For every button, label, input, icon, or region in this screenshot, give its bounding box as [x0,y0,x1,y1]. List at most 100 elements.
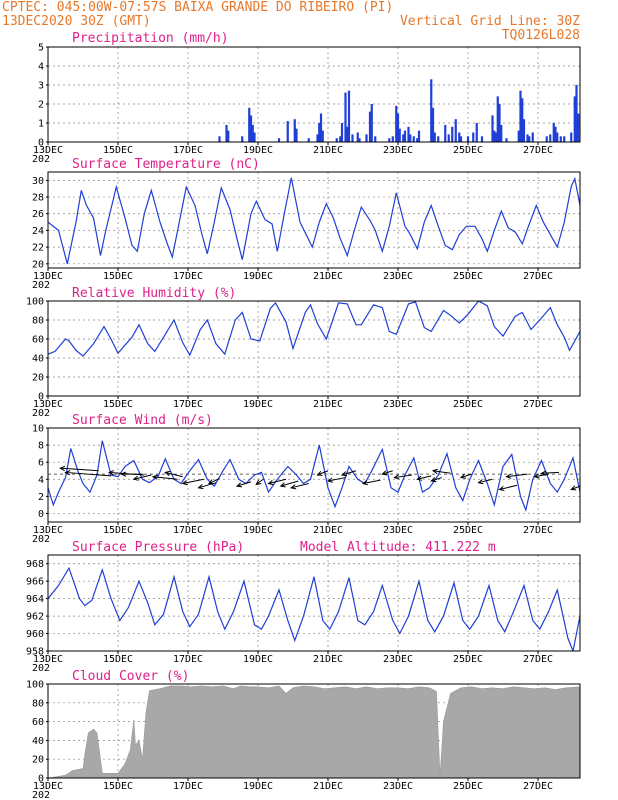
xtick-label-cloud: 17DEC [173,781,203,792]
xtick-label-rh: 25DEC [453,399,483,410]
precip-bar [559,136,562,142]
wind-arrow-shaft [432,470,451,474]
wind-arrow-head [207,479,215,485]
wind-arrow [207,477,220,485]
wind-arrow-shaft [236,481,252,487]
ytick-label-pres: 960 [26,629,44,640]
xtick-label-temp: 23DEC [383,271,413,282]
precip-bar [358,138,361,142]
precip-bar [431,107,435,142]
xtick-label-precip: 19DEC [243,145,273,156]
wind-arrow [498,484,518,492]
plot-area-pres [48,566,580,651]
wind-arrow-shaft [280,480,299,487]
ytick-label-temp: 22 [32,243,44,254]
frame-cloud [47,683,581,779]
xtick-label-precip: 17DEC [173,145,203,156]
panel-title-wind: Surface Wind (m/s) [72,413,213,428]
ytick-label-pres: 964 [26,594,44,605]
wind-arrow [64,470,112,477]
panel-title-rh: Relative Humidity (%) [72,286,236,301]
wind-arrow-head [197,484,204,490]
precip-bar [505,138,508,142]
wind-arrow-head [164,470,171,477]
panel-cloud: 0 20 40 60 80 100 13DEC 15DEC 17DEC 19DEC 21DEC 23D… [26,669,581,800]
precip-bar [398,128,401,142]
year-label-temp: 202 [32,280,50,291]
xtick-label-cloud: 21DEC [313,781,343,792]
wind-arrow [132,474,152,481]
precip-bar [293,119,296,142]
wind-arrow [235,481,252,488]
ytick-label-temp: 24 [32,226,44,237]
xtick-label-temp: 15DEC [103,271,133,282]
frame-rh [47,300,581,397]
header-date: 13DEC2020 30Z (GMT) [2,14,151,29]
xtick-label-wind: 19DEC [243,525,273,536]
precip-bar [475,123,478,142]
wind-series-line [48,440,580,513]
ytick-label-rh: 60 [32,335,44,346]
xtick-label-pres: 21DEC [313,654,343,665]
plot-area-cloud [48,685,580,778]
xtick-label-precip: 23DEC [383,145,413,156]
wind-arrow-shaft [499,484,518,491]
ytick-label-cloud: 40 [32,736,44,747]
wind-arrow [267,478,287,486]
xtick-label-precip: 15DEC [103,145,133,156]
wind-arrow-shaft [327,477,346,482]
precip-bar [396,113,400,142]
wind-arrow-shaft [182,478,204,485]
wind-arrow-shaft [417,475,432,480]
precip-bar [496,96,499,142]
wind-arrow-head [59,465,66,472]
xtick-label-precip: 13DEC [33,145,63,156]
wind-arrow [393,474,413,480]
panel-pres: 958 960 962 964 966 968 13DEC 15DEC 17DEC 19DEC 21… [26,540,581,674]
wind-arrow-shaft [341,470,357,476]
wind-arrow-head [381,470,388,476]
xtick-label-precip: 27DEC [523,145,553,156]
wind-arrow-shaft [534,473,549,478]
frame-wind [47,427,581,523]
ytick-label-wind: 0 [38,509,44,520]
xtick-label-temp: 21DEC [313,271,343,282]
precip-bar [248,107,251,142]
precip-bar [531,132,534,142]
ytick-label-precip: 0 [38,138,44,149]
wind-arrow-head [393,474,400,480]
wind-arrow-head [255,479,262,486]
xtick-label-pres: 19DEC [243,654,273,665]
precip-bar [577,113,580,142]
year-label-wind: 202 [32,534,50,545]
xtick-label-pres: 15DEC [103,654,133,665]
wind-arrow-head [340,471,348,477]
precip-bar [458,132,461,142]
wind-arrow-head [326,477,333,483]
wind-arrow-shaft [152,476,178,480]
ytick-label-precip: 5 [38,43,44,54]
ytick-label-rh: 20 [32,373,44,384]
precip-bar [253,132,256,142]
precip-bar [451,126,454,142]
wind-arrow-shaft [571,485,580,490]
precip-bar [412,136,415,142]
wind-arrow [381,470,393,476]
wind-arrow-shaft [478,478,493,484]
xtick-label-rh: 21DEC [313,399,343,410]
precip-bar [491,115,494,142]
xtick-label-rh: 17DEC [173,399,203,410]
plot-area-temp [48,176,580,264]
precip-bar [227,130,230,142]
wind-arrow-shaft [133,474,152,480]
frame-precip [47,46,581,143]
xtick-label-rh: 27DEC [523,399,553,410]
precip-bar [407,126,410,142]
xtick-label-temp: 17DEC [173,271,203,282]
wind-arrow [151,474,178,480]
ytick-label-rh: 100 [26,297,44,308]
wind-arrow-head [477,479,484,485]
xtick-label-precip: 21DEC [313,145,343,156]
panel-title-cloud: Cloud Cover (%) [72,669,189,684]
ytick-label-pres: 958 [26,647,44,658]
